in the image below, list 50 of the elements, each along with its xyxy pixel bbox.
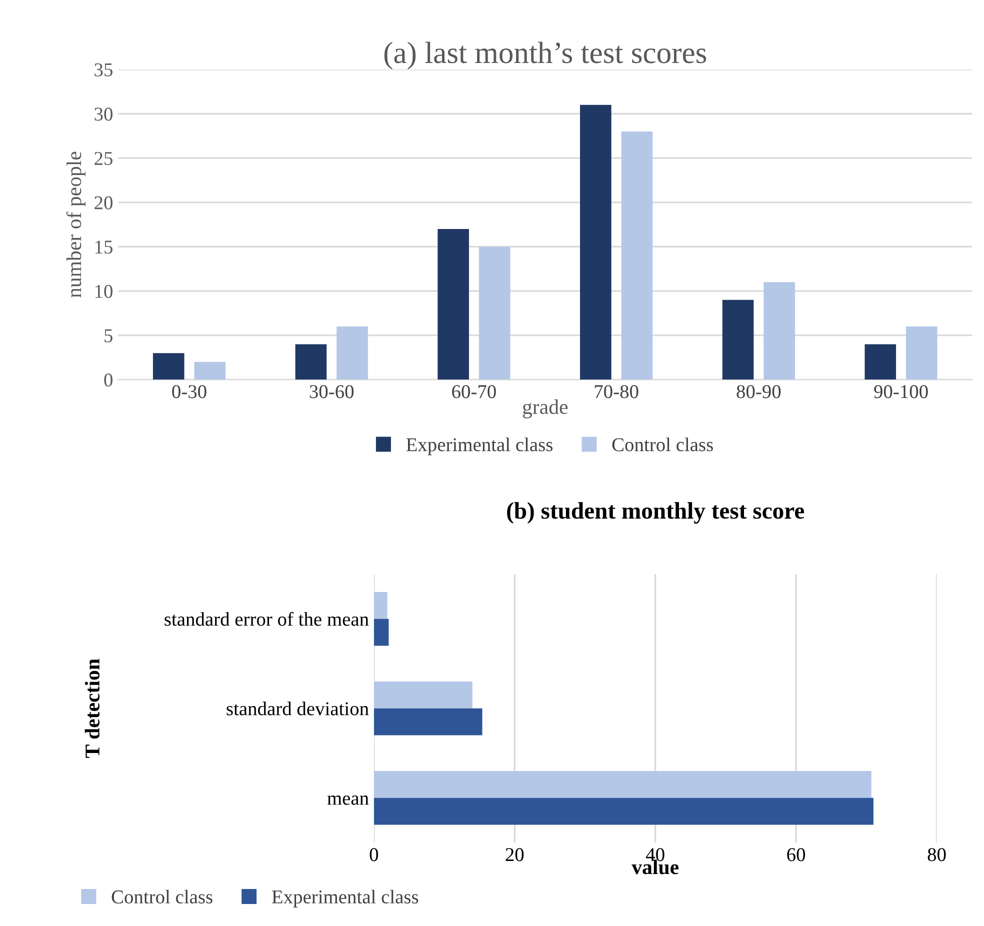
bar	[374, 682, 472, 708]
bar	[864, 344, 896, 380]
chart-title: (a) last month’s test scores	[384, 42, 706, 70]
bar	[374, 771, 872, 798]
y-tick-label: 20	[94, 196, 112, 210]
legend-label: Control class	[112, 890, 212, 904]
bar	[374, 798, 874, 825]
bar	[336, 326, 368, 380]
x-tick-label: 80	[928, 848, 946, 862]
y-tick-label: 35	[94, 63, 112, 76]
y-tick-label: 5	[104, 329, 112, 342]
legend-label: Experimental class	[406, 438, 553, 456]
y-axis-title: number of people	[66, 152, 86, 298]
x-tick-label: 0	[370, 848, 378, 862]
legend-label: Experimental class	[272, 890, 418, 908]
y-axis-title: T detection	[84, 658, 100, 758]
bar	[621, 131, 653, 380]
bar	[374, 708, 482, 736]
x-tick-label: 20	[506, 848, 524, 862]
y-tick-label: standard error of the mean	[164, 612, 369, 626]
x-tick-label: 60	[787, 848, 806, 862]
bar	[152, 353, 184, 380]
x-tick-label: 80-90	[736, 385, 781, 398]
x-tick-label: 60-70	[452, 385, 496, 398]
bar	[764, 282, 795, 380]
legend-label: Control class	[612, 438, 713, 452]
bar	[438, 228, 469, 380]
x-tick-label: 30-60	[310, 385, 354, 398]
bar	[580, 104, 612, 380]
bar	[906, 326, 938, 380]
y-tick-label: mean	[327, 795, 369, 805]
x-tick-label: 40	[646, 848, 664, 862]
bar	[722, 300, 754, 380]
bar	[374, 618, 389, 646]
y-tick-label: 25	[94, 152, 112, 166]
y-tick-label: standard deviation	[226, 702, 369, 716]
x-tick-label: 0-30	[172, 385, 206, 398]
bar	[478, 246, 510, 380]
y-tick-label: 0	[104, 373, 112, 387]
bar	[295, 344, 327, 380]
x-axis-title: grade	[522, 399, 568, 418]
y-tick-label: 30	[94, 108, 112, 121]
x-tick-label: 90-100	[874, 385, 928, 398]
bar	[374, 592, 388, 619]
chart-title: (b) student monthly test score	[507, 502, 804, 524]
y-tick-label: 10	[95, 284, 112, 298]
x-axis-title: value	[632, 860, 679, 874]
x-tick-label: 70-80	[594, 385, 638, 398]
bar	[194, 362, 226, 380]
y-tick-label: 15	[95, 240, 112, 254]
